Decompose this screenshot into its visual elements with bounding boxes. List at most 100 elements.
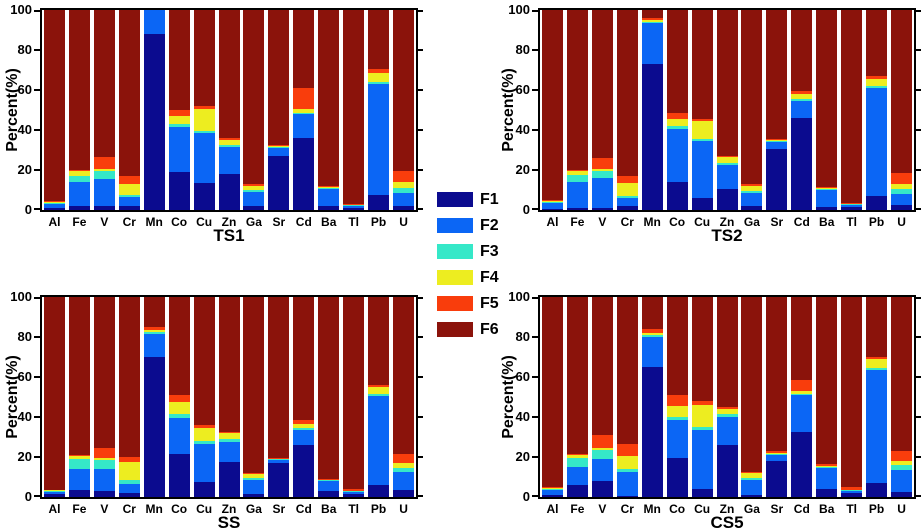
segment-TS1-Sr-F6 (268, 10, 290, 145)
segment-TS1-Ba-F3 (318, 188, 340, 189)
segment-TS1-Pb-F6 (368, 10, 390, 69)
x-tick-label-TS1-Cu: Cu (196, 215, 213, 229)
segment-TS2-Ba-F1 (816, 207, 838, 210)
segment-SS-Sr-F1 (268, 463, 290, 497)
bar-TS1-Tl (343, 10, 365, 210)
segment-TS1-Tl-F2 (343, 206, 365, 208)
segment-SS-Al-F6 (43, 297, 65, 490)
bar-SS-Cr (118, 297, 140, 497)
bar-TS2-Mn (641, 10, 663, 210)
segment-TS1-V-F3 (93, 171, 115, 179)
bar-TS1-Pb (368, 10, 390, 210)
panel-title-cs5: CS5 (710, 513, 744, 531)
segment-TS1-Al-F3 (43, 203, 65, 204)
y-tick-right-TS2-100 (916, 10, 921, 12)
segment-CS5-V-F6 (591, 297, 613, 435)
bar-TS1-Cd (293, 10, 315, 210)
segment-SS-Cd-F6 (293, 297, 315, 420)
segment-CS5-Sr-F6 (766, 297, 788, 451)
segment-CS5-U-F1 (891, 492, 913, 497)
x-tick-label-TS2-Tl: Tl (846, 215, 857, 229)
segment-SS-Co-F5 (168, 395, 190, 402)
segment-TS1-Cr-F1 (118, 206, 140, 210)
segment-TS1-Cu-F6 (193, 10, 215, 106)
segment-TS2-U-F6 (891, 10, 913, 173)
bar-TS2-Cd (791, 10, 813, 210)
segment-TS1-V-F2 (93, 179, 115, 206)
x-tick-label-TS1-V: V (100, 215, 109, 229)
segment-TS2-Pb-F6 (866, 10, 888, 76)
segment-TS1-Co-F2 (168, 127, 190, 172)
segment-CS5-U-F4 (891, 461, 913, 465)
segment-SS-V-F2 (93, 469, 115, 491)
bar-CS5-U (891, 297, 913, 497)
segment-TS1-U-F2 (393, 193, 415, 206)
segment-CS5-Ga-F3 (741, 478, 763, 480)
bar-CS5-V (591, 297, 613, 497)
bar-TS1-Ba (318, 10, 340, 210)
segment-CS5-Fe-F1 (566, 485, 588, 497)
x-tick-label-TS2-Sr: Sr (770, 215, 784, 229)
segment-SS-Tl-F3 (343, 491, 365, 492)
segment-TS2-V-F2 (591, 178, 613, 208)
segment-SS-Sr-F2 (268, 460, 290, 463)
y-tick-left-CS5-100 (532, 297, 538, 299)
segment-CS5-Cr-F1 (616, 496, 638, 497)
segment-CS5-Cr-F3 (616, 469, 638, 472)
bar-TS1-U (393, 10, 415, 210)
x-tick-label-SS-Tl: Tl (348, 502, 359, 516)
segment-SS-Zn-F3 (218, 439, 240, 442)
bar-TS2-Cu (691, 10, 713, 210)
x-tick-label-TS2-Co: Co (669, 215, 686, 229)
segment-CS5-Cu-F5 (691, 401, 713, 405)
segment-TS1-Sr-F3 (268, 147, 290, 148)
segment-TS1-Ga-F2 (243, 192, 265, 206)
segment-TS2-V-F4 (591, 169, 613, 171)
segment-TS1-Cu-F3 (193, 131, 215, 133)
segment-SS-Fe-F2 (68, 469, 90, 490)
y-tick-right-TS1-40 (418, 129, 423, 131)
segment-TS1-Cr-F2 (118, 197, 140, 206)
segment-TS2-Sr-F1 (766, 149, 788, 210)
segment-TS2-Ga-F4 (741, 186, 763, 191)
segment-CS5-Ba-F2 (816, 468, 838, 489)
segment-CS5-Tl-F1 (841, 493, 863, 497)
segment-TS1-U-F1 (393, 206, 415, 210)
segment-SS-Tl-F6 (343, 297, 365, 490)
y-tick-label-TS1-80: 80 (17, 42, 32, 57)
segment-CS5-Sr-F4 (766, 453, 788, 454)
segment-TS1-Ga-F5 (243, 184, 265, 186)
segment-TS2-Fe-F6 (566, 10, 588, 170)
x-tick-label-TS1-Tl: Tl (348, 215, 359, 229)
segment-TS2-U-F5 (891, 173, 913, 184)
legend-item-f6: F6 (437, 321, 499, 338)
segment-SS-Pb-F3 (368, 394, 390, 396)
y-tick-right-SS-0 (418, 495, 423, 497)
segment-TS2-Ga-F3 (741, 191, 763, 193)
segment-TS1-Cr-F6 (118, 10, 140, 176)
segment-SS-U-F3 (393, 468, 415, 472)
bar-SS-U (393, 297, 415, 497)
y-tick-label-TS1-40: 40 (17, 122, 32, 137)
x-tick-label-CS5-Zn: Zn (719, 502, 735, 516)
segment-CS5-V-F2 (591, 459, 613, 481)
x-tick-label-SS-Pb: Pb (370, 502, 387, 516)
segment-TS2-Pb-F4 (866, 79, 888, 86)
segment-SS-Cr-F1 (118, 493, 140, 497)
segment-CS5-U-F5 (891, 451, 913, 461)
legend-label-f2: F2 (480, 216, 499, 234)
segment-TS1-Tl-F6 (343, 10, 365, 205)
segment-TS2-Al-F3 (541, 202, 563, 203)
segment-CS5-Fe-F4 (566, 455, 588, 458)
segment-TS1-Co-F5 (168, 110, 190, 116)
segment-CS5-Sr-F3 (766, 454, 788, 455)
segment-CS5-Al-F2 (541, 490, 563, 495)
segment-TS1-Pb-F2 (368, 84, 390, 195)
segment-TS2-Cu-F1 (691, 198, 713, 210)
bar-TS2-Tl (841, 10, 863, 210)
y-tick-left-CS5-80 (532, 336, 538, 338)
segment-SS-Cr-F2 (118, 484, 140, 493)
segment-CS5-Cu-F1 (691, 489, 713, 497)
segment-SS-Ga-F2 (243, 480, 265, 494)
segment-SS-Pb-F1 (368, 485, 390, 497)
